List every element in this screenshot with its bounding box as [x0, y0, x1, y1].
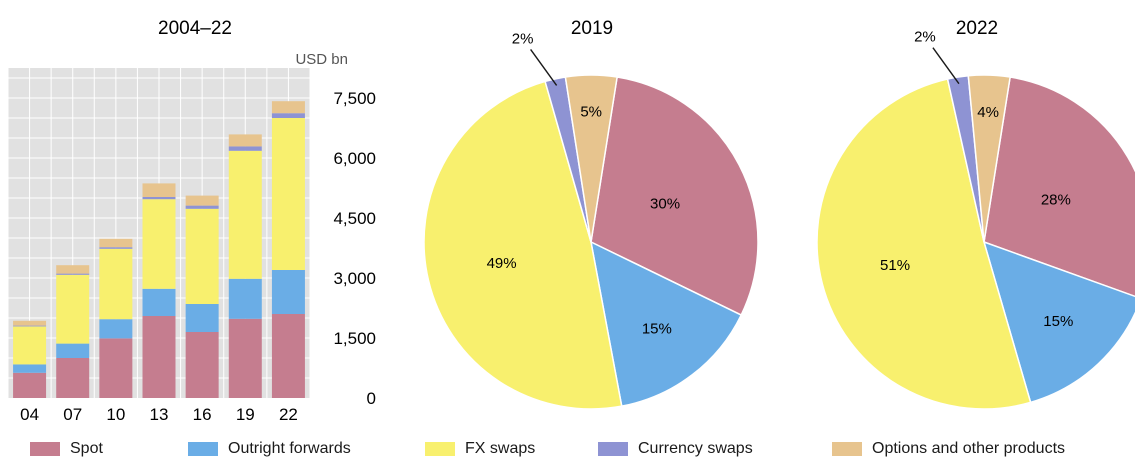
bar-segment-outright-forwards-13	[142, 288, 176, 316]
pie-label-spot: 28%	[1041, 191, 1071, 208]
bar-segment-spot-13	[142, 316, 176, 398]
legend-item-currency-swaps: Currency swaps	[598, 440, 753, 458]
y-tick-label: 1,500	[333, 329, 376, 348]
pie-label-outright-forwards: 15%	[642, 320, 672, 337]
legend-swatch-fx-swaps	[425, 442, 455, 456]
y-tick-labels: 0 1,500 3,000 4,500 6,000 7,500	[333, 89, 376, 408]
pie-slice-spot	[590, 76, 759, 317]
legend-label-fx-swaps: FX swaps	[465, 440, 536, 457]
pie-label-fx-swaps: 49%	[487, 255, 517, 272]
pie-label-options: 4%	[977, 104, 999, 121]
bar-segment-outright-forwards-10	[99, 319, 133, 339]
bar-segment-fx-swaps-22	[271, 118, 305, 270]
legend-label-outright-forwards: Outright forwards	[228, 440, 351, 457]
x-tick-label: 07	[63, 405, 82, 424]
pie-leader-line	[932, 47, 960, 85]
y-tick-label: 4,500	[333, 209, 376, 228]
pie-2022-title: 2022	[956, 18, 998, 39]
legend-swatch-outright-forwards	[188, 442, 218, 456]
x-tick-label: 16	[193, 405, 212, 424]
y-tick-label: 0	[367, 389, 376, 408]
bar-segment-fx-swaps-07	[56, 274, 90, 344]
x-tick-labels: 04 07 10 13 16 19 22	[20, 405, 298, 424]
pie-leader-line	[530, 49, 558, 86]
legend-label-spot: Spot	[70, 440, 103, 457]
pie-label-options: 5%	[580, 104, 602, 121]
pie-slice-spot	[983, 76, 1135, 298]
pie-label-spot: 30%	[650, 195, 680, 212]
x-tick-label: 19	[236, 405, 255, 424]
bar-segment-spot-07	[56, 358, 90, 398]
bar-segment-currency-swaps-07	[56, 273, 90, 275]
bar-segment-outright-forwards-16	[185, 304, 219, 332]
bar-segment-options-13	[142, 183, 176, 197]
bar-segment-fx-swaps-13	[142, 199, 176, 289]
x-tick-label: 13	[150, 405, 169, 424]
bar-segment-outright-forwards-19	[228, 278, 262, 319]
bar-chart-title: 2004–22	[158, 18, 232, 39]
bar-segment-spot-19	[228, 318, 262, 398]
stacked-bar-chart: 0 1,500 3,000 4,500 6,000 7,500 04 07 10 13 16 19 2…	[7, 68, 376, 424]
bar-segment-currency-swaps-22	[271, 113, 305, 118]
legend-swatch-spot	[30, 442, 60, 456]
pie-chart-2019: 30% 15% 49% 2% 5%	[423, 30, 759, 410]
bar-segment-spot-04	[13, 372, 47, 398]
legend-swatch-options	[832, 442, 862, 456]
y-axis-unit-label: USD bn	[295, 51, 348, 68]
bar-segment-fx-swaps-04	[13, 326, 47, 365]
x-tick-label: 22	[279, 405, 298, 424]
x-tick-label: 10	[106, 405, 125, 424]
bar-segment-outright-forwards-22	[271, 270, 305, 314]
bar-segment-currency-swaps-04	[13, 325, 47, 327]
pie-2019-title: 2019	[571, 18, 613, 39]
bar-segment-fx-swaps-16	[185, 208, 219, 304]
pie-label-outright-forwards: 15%	[1043, 313, 1073, 330]
pie-slice-options	[967, 74, 1011, 243]
pie-slice-options	[564, 74, 618, 243]
bar-segment-options-04	[13, 320, 47, 326]
pie-label-fx-swaps: 51%	[880, 257, 910, 274]
bar-segment-options-16	[185, 195, 219, 206]
legend-swatch-currency-swaps	[598, 442, 628, 456]
bar-segment-fx-swaps-19	[228, 150, 262, 279]
bar-segment-options-22	[271, 101, 305, 114]
bar-segment-fx-swaps-10	[99, 248, 133, 320]
y-tick-label: 3,000	[333, 269, 376, 288]
bar-segment-spot-10	[99, 338, 133, 398]
y-tick-label: 7,500	[333, 89, 376, 108]
bar-segment-options-19	[228, 134, 262, 147]
bar-segment-outright-forwards-04	[13, 364, 47, 373]
bar-segment-spot-22	[271, 314, 305, 398]
pie-label-currency-swaps: 2%	[512, 30, 534, 47]
pie-slice-outright-forwards	[982, 240, 1135, 404]
legend-item-spot: Spot	[30, 440, 103, 458]
bar-segment-currency-swaps-13	[142, 197, 176, 200]
pie-slice-fx-swaps	[816, 78, 1032, 410]
y-tick-label: 6,000	[333, 149, 376, 168]
bars	[13, 101, 305, 398]
legend-item-options: Options and other products	[832, 440, 1065, 458]
legend-label-options: Options and other products	[872, 440, 1066, 457]
pie-label-currency-swaps: 2%	[914, 29, 936, 46]
bar-segment-options-10	[99, 238, 133, 248]
bar-segment-options-07	[56, 265, 90, 274]
x-tick-label: 04	[20, 405, 39, 424]
legend-label-currency-swaps: Currency swaps	[638, 440, 753, 457]
bar-segment-currency-swaps-10	[99, 247, 133, 249]
bar-segment-outright-forwards-07	[56, 343, 90, 358]
legend-item-fx-swaps: FX swaps	[425, 440, 535, 458]
bar-segment-spot-16	[185, 332, 219, 398]
pie-chart-2022: 28% 15% 51% 2% 4%	[816, 29, 1135, 410]
bar-segment-currency-swaps-16	[185, 205, 219, 209]
pie-slice-fx-swaps	[423, 80, 623, 410]
pie-slice-outright-forwards	[589, 240, 743, 408]
legend-item-outright-forwards: Outright forwards	[188, 440, 351, 458]
bar-segment-currency-swaps-19	[228, 146, 262, 151]
